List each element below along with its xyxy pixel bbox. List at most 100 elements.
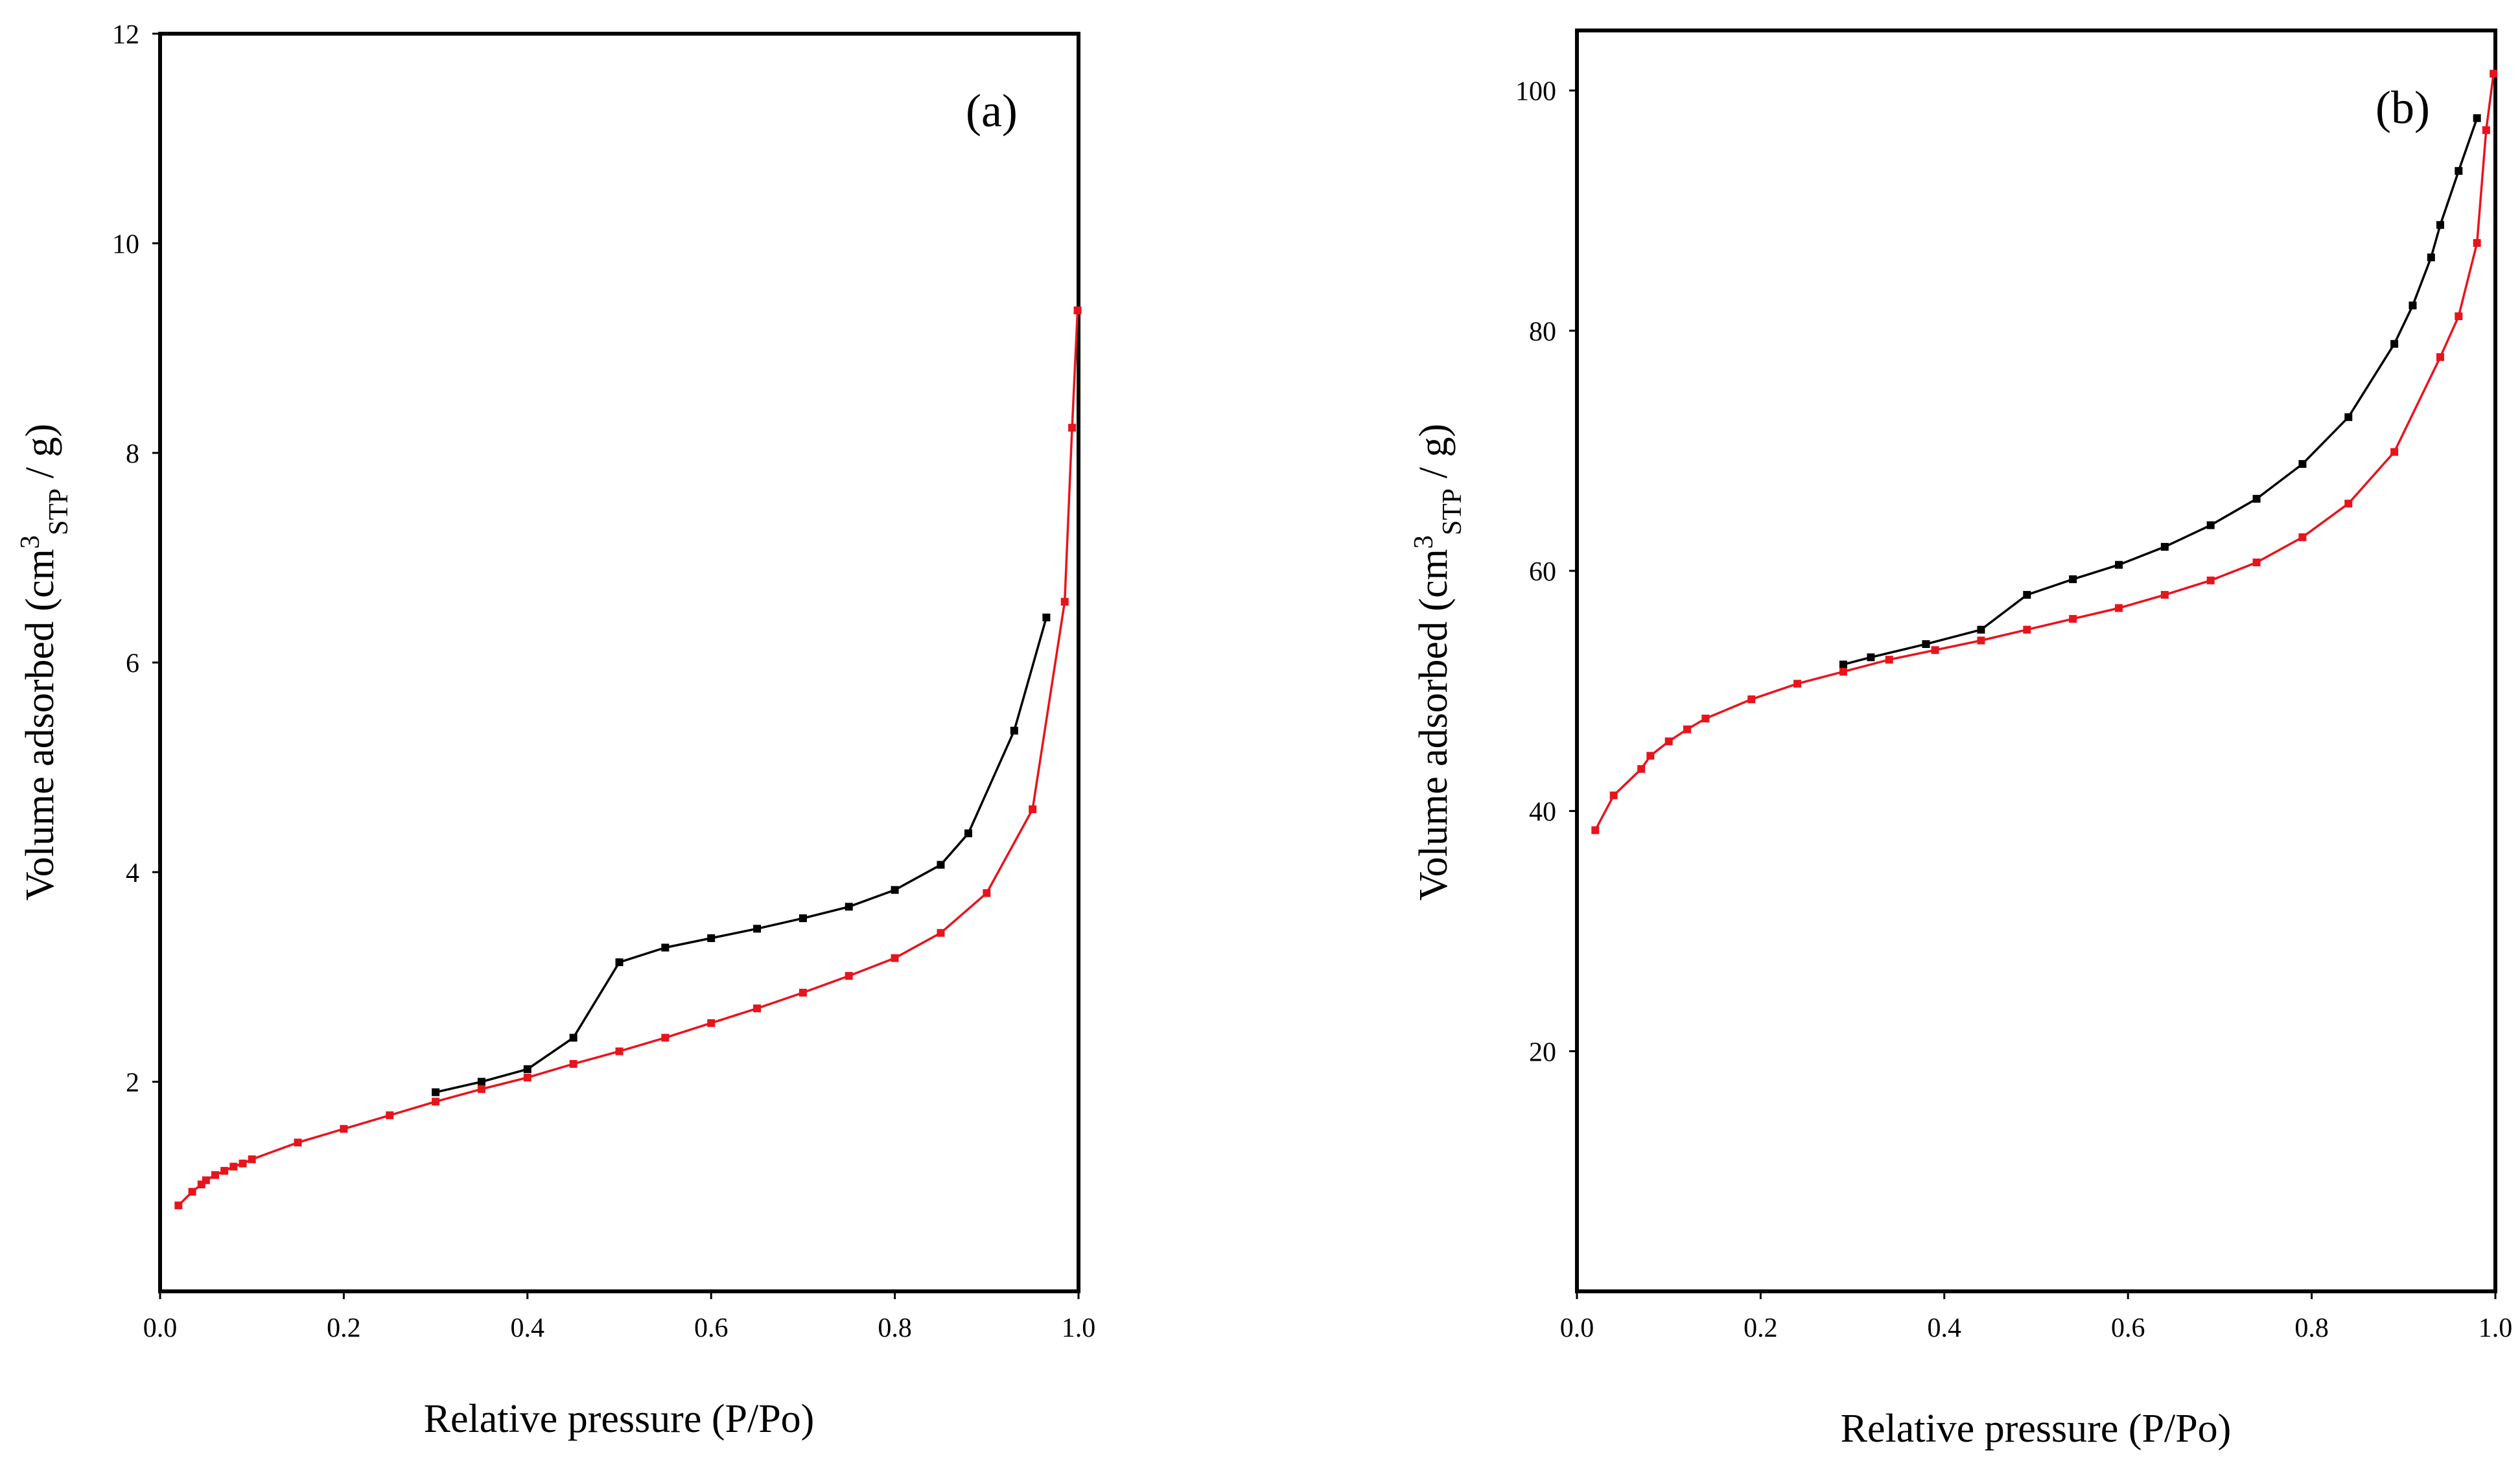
x-tick-label-a: 0.0 — [143, 1313, 178, 1343]
adsorption-point-b — [1839, 667, 1847, 676]
desorption-point-b — [2023, 591, 2031, 599]
desorption-point-a — [432, 1088, 440, 1096]
adsorption-point-a — [239, 1159, 247, 1168]
y-tick-label-b: 100 — [1515, 77, 1556, 107]
adsorption-point-b — [2455, 312, 2463, 321]
desorption-point-b — [2473, 114, 2481, 122]
adsorption-point-a — [753, 1004, 762, 1013]
adsorption-point-a — [523, 1074, 531, 1082]
adsorption-line-b — [1594, 73, 2495, 831]
adsorption-point-b — [2023, 625, 2031, 634]
desorption-point-b — [2252, 494, 2261, 503]
adsorption-point-b — [2206, 576, 2215, 584]
adsorption-point-b — [1683, 725, 1692, 733]
adsorption-point-b — [1793, 680, 1802, 688]
adsorption-point-a — [891, 954, 899, 962]
desorption-point-a — [477, 1078, 485, 1086]
adsorption-point-a — [1073, 306, 1082, 315]
desorption-point-b — [2344, 413, 2353, 421]
plot-frame-a — [158, 32, 1080, 1293]
desorption-point-a — [937, 860, 945, 869]
adsorption-point-b — [1591, 826, 1600, 835]
y-axis-label-b: Volume adsorbed (cm3STP / g) — [1409, 424, 1467, 901]
y-tick-label-b: 80 — [1529, 317, 1556, 347]
adsorption-point-b — [2115, 604, 2123, 612]
x-tick-label-a: 0.6 — [694, 1313, 729, 1343]
y-tick-label-a: 10 — [112, 230, 139, 260]
desorption-point-b — [2069, 575, 2077, 583]
panel-label-a: (a) — [966, 85, 1018, 137]
adsorption-point-b — [2160, 591, 2169, 599]
adsorption-point-a — [569, 1060, 578, 1068]
y-tick-label-a: 8 — [126, 439, 139, 469]
adsorption-point-a — [432, 1098, 440, 1106]
adsorption-point-a — [799, 989, 807, 997]
adsorption-point-b — [1646, 752, 1655, 760]
adsorption-point-b — [1931, 646, 1939, 654]
x-tick-label-b: 0.4 — [1928, 1313, 1962, 1343]
adsorption-point-a — [1068, 424, 1077, 432]
adsorption-point-a — [983, 889, 991, 897]
adsorption-point-a — [386, 1111, 394, 1120]
adsorption-point-b — [2344, 500, 2353, 508]
y-tick-label-a: 12 — [112, 20, 139, 50]
adsorption-point-a — [294, 1138, 302, 1147]
adsorption-point-a — [477, 1085, 485, 1093]
x-tick-label-a: 0.4 — [511, 1313, 545, 1343]
desorption-point-a — [799, 914, 807, 923]
desorption-point-b — [1977, 625, 1985, 634]
adsorption-point-a — [615, 1047, 624, 1055]
adsorption-point-a — [707, 1019, 716, 1027]
adsorption-point-a — [188, 1188, 196, 1196]
adsorption-point-a — [340, 1125, 348, 1133]
chart-panel-a: (a) Relative pressure (P/Po) Volume adso… — [16, 20, 1095, 1441]
adsorption-point-b — [1637, 765, 1646, 773]
y-axis-label-a: Volume adsorbed (cm3STP / g) — [16, 424, 74, 901]
desorption-point-a — [615, 958, 624, 967]
desorption-point-b — [2436, 221, 2444, 229]
desorption-point-b — [1839, 660, 1847, 669]
x-tick-label-b: 0.6 — [2111, 1313, 2145, 1343]
desorption-point-b — [2206, 521, 2215, 529]
adsorption-point-a — [211, 1171, 220, 1179]
y-tick-label-b: 20 — [1529, 1037, 1556, 1067]
panel-label-b: (b) — [2375, 82, 2430, 133]
y-tick-label-a: 4 — [126, 859, 139, 888]
desorption-point-a — [964, 829, 972, 838]
adsorption-point-a — [845, 972, 853, 980]
adsorption-point-b — [1747, 695, 1756, 704]
desorption-point-b — [2160, 542, 2169, 551]
desorption-point-a — [753, 925, 762, 933]
y-tick-label-b: 40 — [1529, 798, 1556, 827]
desorption-point-a — [1042, 613, 1051, 621]
marks-b — [1591, 69, 2498, 835]
adsorption-point-b — [2069, 615, 2077, 623]
adsorption-point-b — [1609, 791, 1618, 800]
adsorption-point-a — [174, 1201, 183, 1210]
adsorption-point-b — [2473, 239, 2481, 248]
desorption-point-b — [2298, 460, 2307, 468]
adsorption-point-a — [220, 1166, 229, 1175]
adsorption-point-a — [248, 1155, 256, 1164]
desorption-point-a — [1010, 726, 1018, 735]
x-tick-label-a: 1.0 — [1062, 1313, 1096, 1343]
ticks-a: 0.0 0.2 0.4 0.6 0.8 1.0 2 4 6 8 10 12 — [112, 20, 1095, 1343]
desorption-point-a — [707, 934, 716, 942]
adsorption-point-b — [2252, 559, 2261, 567]
adsorption-point-b — [2490, 69, 2498, 78]
desorption-point-a — [891, 886, 899, 894]
adsorption-point-a — [937, 929, 945, 937]
adsorption-point-b — [2298, 533, 2307, 542]
x-tick-label-a: 0.8 — [878, 1313, 912, 1343]
adsorption-point-a — [661, 1033, 670, 1042]
adsorption-point-a — [1029, 805, 1037, 813]
x-axis-label-a: Relative pressure (P/Po) — [424, 1397, 815, 1441]
ticks-b: 0.0 0.2 0.4 0.6 0.8 1.0 20 40 60 80 100 — [1515, 77, 2512, 1343]
plot-frame-b — [1575, 29, 2497, 1293]
x-tick-label-b: 0.8 — [2294, 1313, 2329, 1343]
desorption-point-b — [2390, 340, 2399, 348]
desorption-point-b — [2409, 301, 2417, 310]
adsorption-point-b — [2436, 353, 2444, 362]
adsorption-point-b — [1885, 656, 1893, 664]
desorption-line-b — [1843, 117, 2479, 666]
